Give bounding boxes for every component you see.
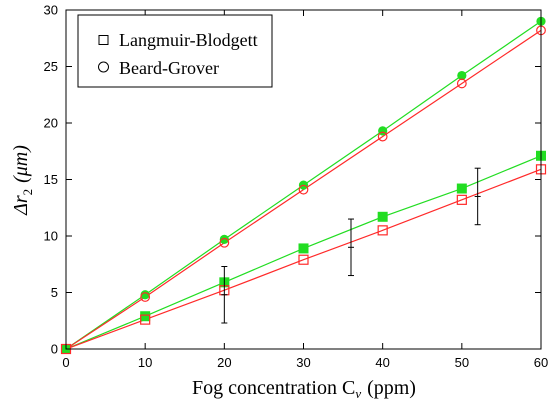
legend-label-beard: Beard-Grover [119,58,219,78]
data-point-red-circle [140,292,151,302]
legend: Langmuir-Blodgett Beard-Grover [77,14,273,88]
y-tick-label: 5 [51,285,58,300]
y-tick-label: 25 [44,59,58,74]
x-tick-label: 10 [138,355,152,370]
data-point-red-circle [219,237,230,248]
x-axis-title-main: Fog concentration C [192,377,355,399]
x-tick-label: 20 [217,355,231,370]
data-point-green-circle [219,234,229,244]
y-tick-label: 30 [44,3,58,18]
y-axis-title-sub: 2 [20,189,35,196]
series-markers [60,16,547,355]
y-axis-title: Δr2 (μm) [10,145,35,216]
data-point-red-circle [298,184,309,195]
legend-box [77,14,273,88]
error-bars [221,167,481,324]
data-point-red-circle [377,131,388,142]
x-tick-label: 60 [534,355,548,370]
x-tick-label: 0 [62,355,69,370]
data-point-red-square [377,225,388,236]
legend-square-marker [98,35,109,45]
x-tick-label: 30 [296,355,310,370]
data-point-green-square [377,211,388,222]
data-point-red-square [140,314,151,325]
x-axis-title-sub: v [355,386,361,401]
y-tick-label: 20 [44,116,58,131]
x-axis-title: Fog concentration Cv (ppm) [192,377,416,401]
data-point-red-square [298,254,309,265]
data-point-green-square [456,183,467,194]
data-point-green-square [298,243,309,254]
legend-circle-marker [98,61,109,73]
data-point-green-circle [457,70,467,81]
data-point-red-circle [456,78,467,89]
series-line [65,168,542,350]
y-tick-label: 15 [44,172,58,187]
y-axis-title-main: Δr [10,195,32,216]
legend-label-langmuir: Langmuir-Blodgett [119,30,258,50]
x-tick-label: 50 [455,355,469,370]
data-point-green-square [140,311,151,322]
data-point-red-square [456,194,467,205]
x-axis-title-unit: (ppm) [367,377,416,399]
y-axis-title-unit: (μm) [10,145,32,183]
ticks: 0 10 20 30 40 50 60 0 5 10 15 20 25 30 [44,3,549,371]
x-tick-label: 40 [375,355,389,370]
y-tick-label: 0 [51,342,58,357]
y-tick-label: 10 [44,229,58,244]
data-point-green-circle [140,290,150,300]
